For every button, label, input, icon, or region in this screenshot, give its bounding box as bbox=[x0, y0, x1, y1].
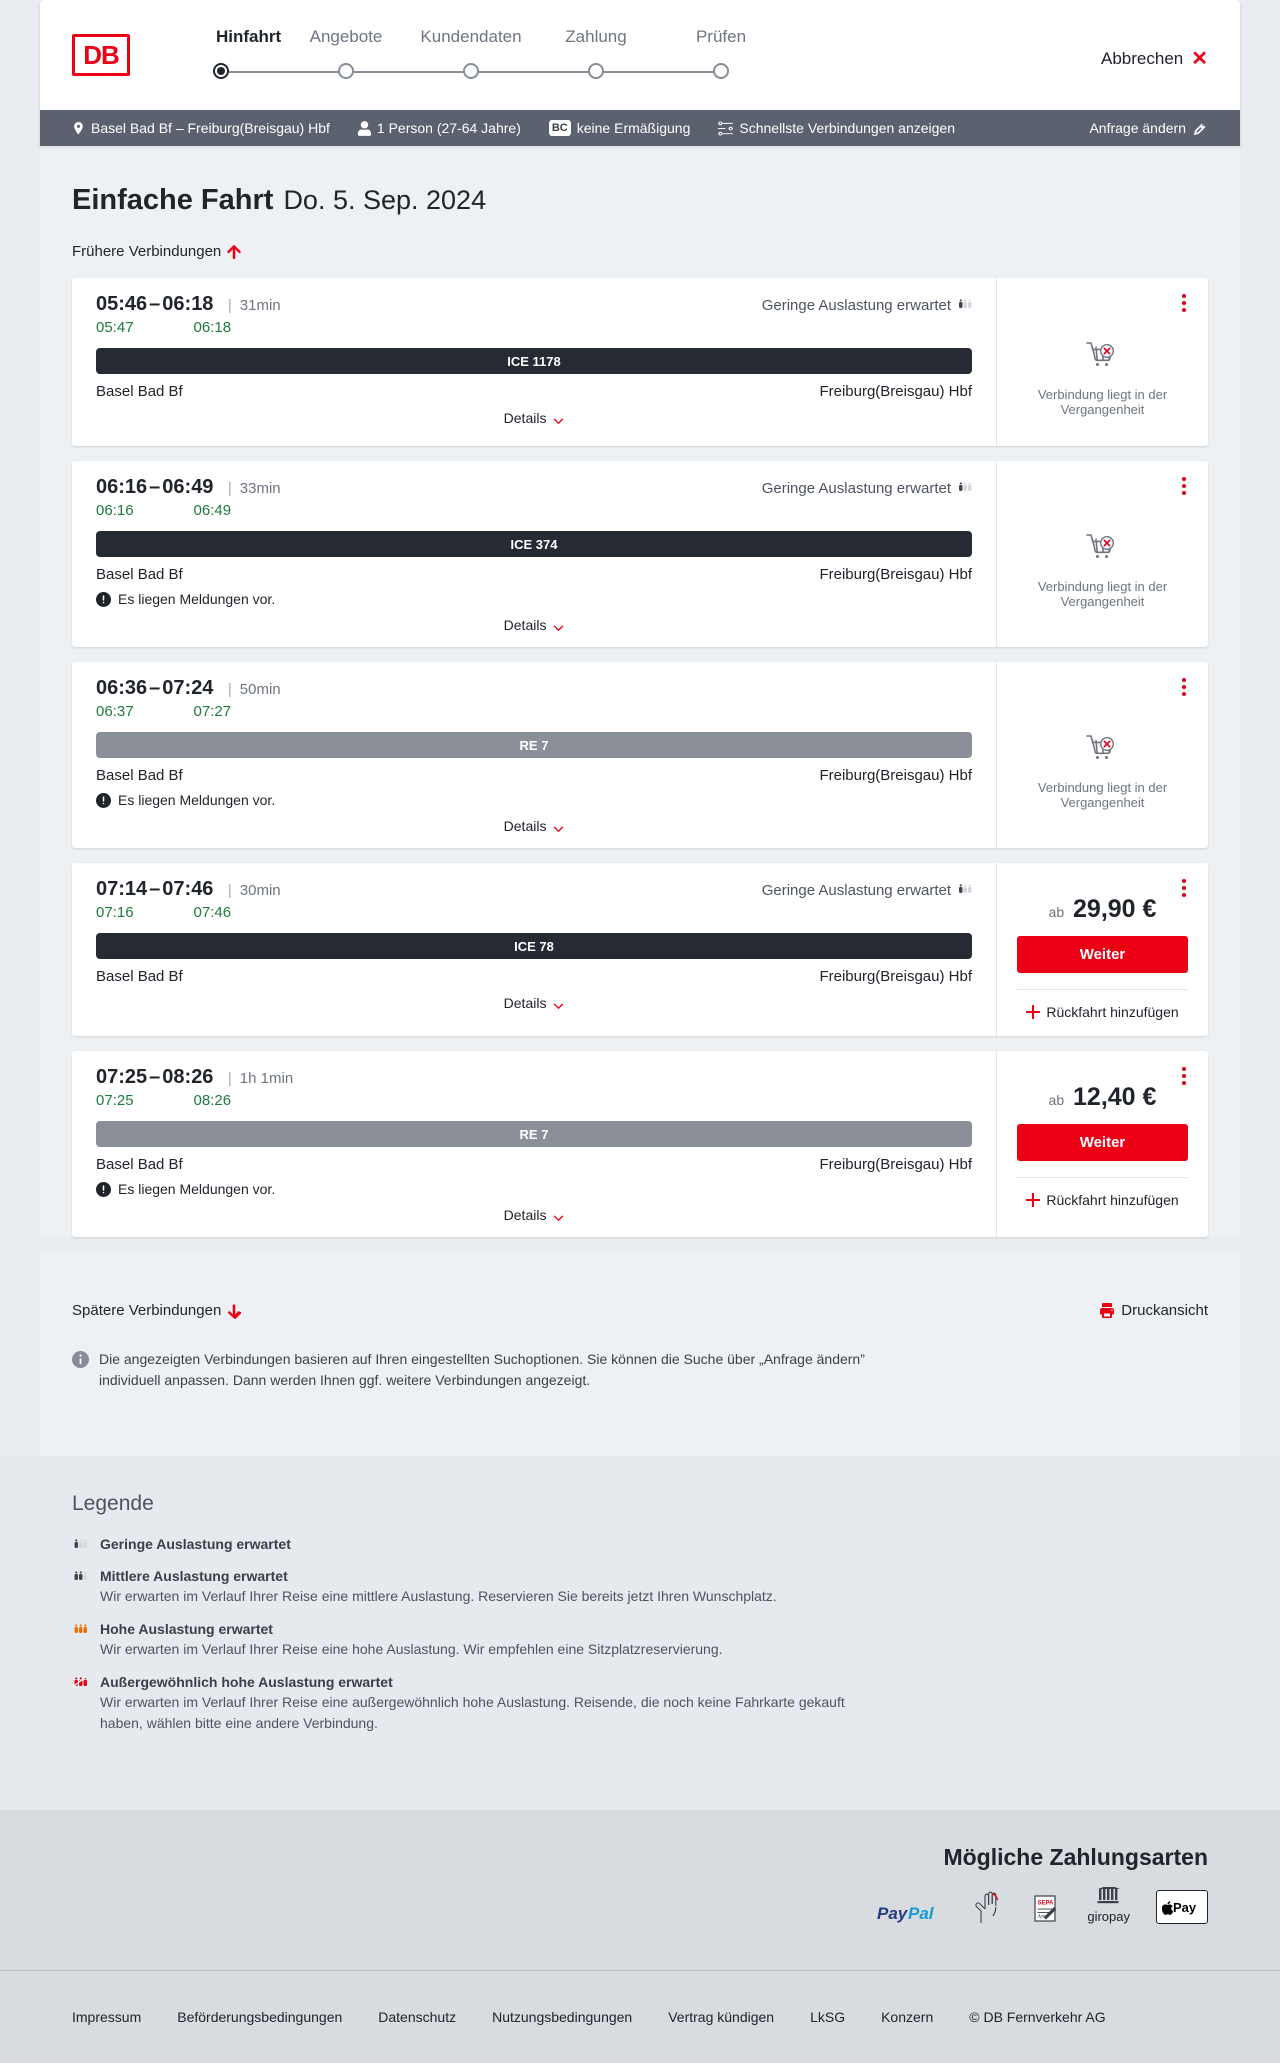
svg-text:Pal: Pal bbox=[908, 1904, 935, 1923]
svg-text:Pay: Pay bbox=[1173, 1900, 1197, 1915]
svg-text:SEPA: SEPA bbox=[1038, 1901, 1055, 1907]
svg-text:Pay: Pay bbox=[877, 1904, 909, 1923]
